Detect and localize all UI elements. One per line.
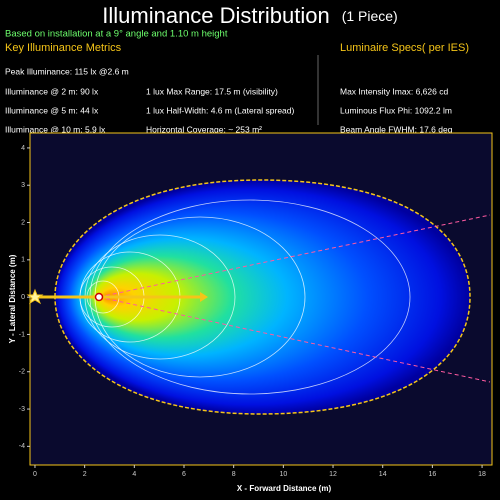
x-tick-label: 6 [182,471,186,478]
y-tick-label: 3 [21,182,25,189]
x-tick-label: 14 [379,471,387,478]
x-tick-label: 8 [232,471,236,478]
specs-heading: Luminaire Specs( per IES) [340,42,469,54]
title-main: Illuminance Distribution [102,3,329,28]
title-note: (1 Piece) [342,8,398,24]
x-tick-label: 4 [132,471,136,478]
plot [26,132,493,466]
subtitle: Based on installation at a 9° angle and … [5,29,228,40]
x-tick-label: 16 [428,471,436,478]
metric: Illuminance @ 10 m: 5.9 lx [5,124,106,134]
metric: 1 lux Max Range: 17.5 m (visibility) [146,86,278,96]
y-tick-label: 1 [21,257,25,264]
title: Illuminance Distribution (1 Piece) [102,3,397,28]
y-tick-label: -4 [19,443,25,450]
metric: Horizontal Coverage: ~ 253 m² [146,124,262,134]
y-tick-label: -3 [19,406,25,413]
x-tick-label: 18 [478,471,486,478]
metric: Illuminance @ 5 m: 44 lx [5,105,99,115]
beam-edge [98,214,491,298]
y-tick-label: -1 [19,331,25,338]
y-tick-label: -2 [19,369,25,376]
peak-marker [94,292,104,302]
x-tick-label: 0 [33,471,37,478]
metric: Illuminance @ 2 m: 90 lx [5,86,99,96]
spec: Max Intensity Imax: 6,626 cd [340,86,448,96]
x-tick-label: 10 [279,471,287,478]
metric: 1 lux Half-Width: 4.6 m (Lateral spread) [146,105,295,115]
luminaire-star [26,288,44,305]
spec: Luminous Flux Phi: 1092.2 lm [340,105,452,115]
arrow-head [200,292,208,302]
x-tick-label: 2 [83,471,87,478]
y-tick-label: 2 [21,219,25,226]
y-tick-label: 0 [21,294,25,301]
y-tick-label: 4 [21,145,25,152]
x-axis-label: X - Forward Distance (m) [237,484,332,493]
x-tick-label: 12 [329,471,337,478]
metrics-heading: Key Illuminance Metrics [5,42,122,54]
beam-edge [98,296,491,383]
y-axis-label: Y - Lateral Distance (m) [8,254,17,343]
spec: Beam Angle FWHM: 17.6 deg [340,124,453,134]
metric: Peak Illuminance: 115 lx @2.6 m [5,66,129,76]
